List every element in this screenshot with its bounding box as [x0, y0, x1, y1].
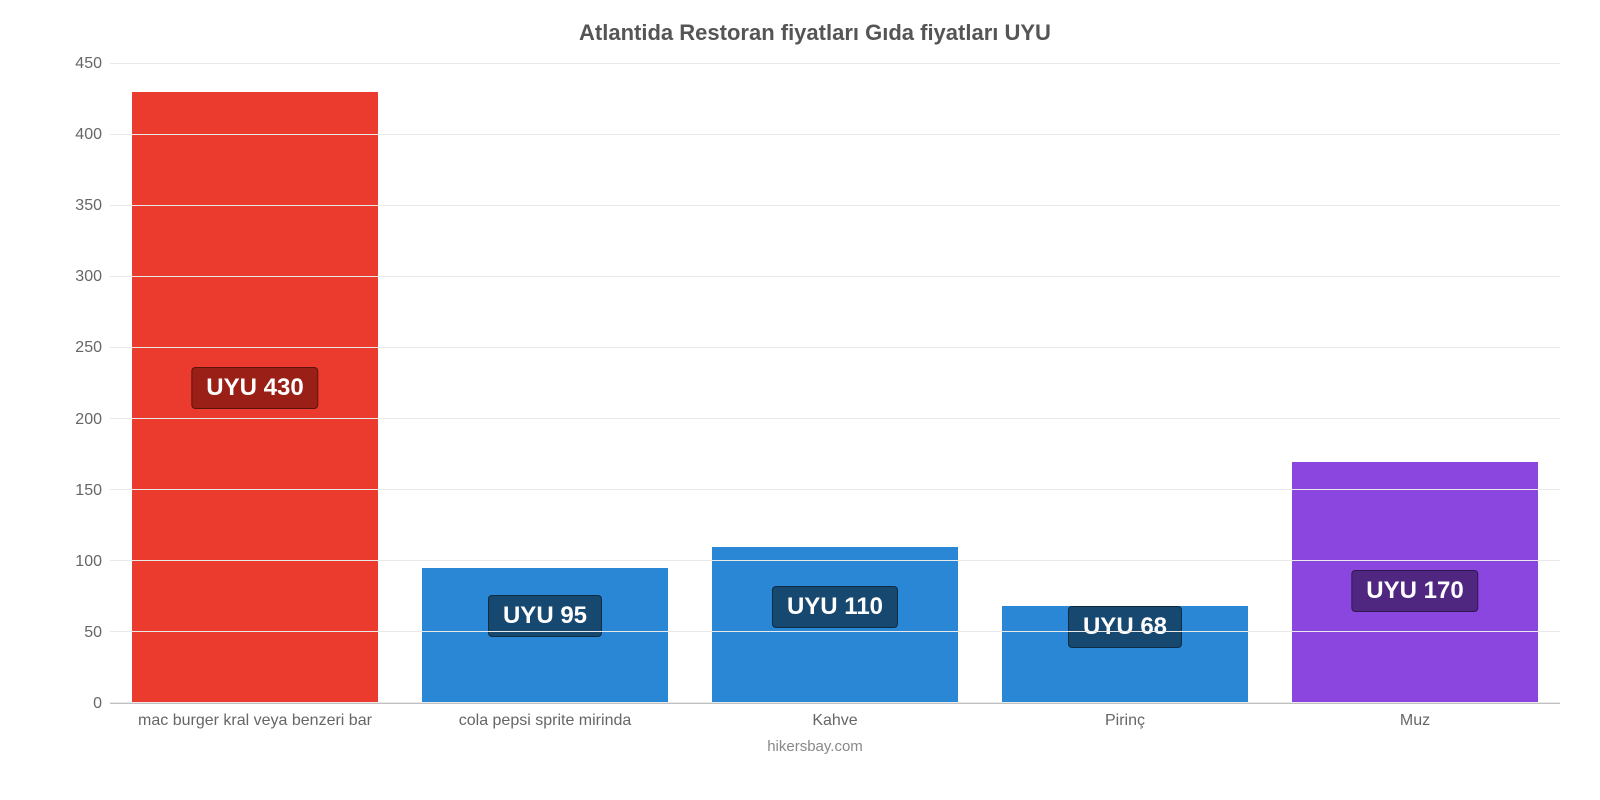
plot-outer: 050100150200250300350400450 UYU 430UYU 9…	[70, 64, 1560, 704]
y-axis: 050100150200250300350400450	[70, 64, 110, 704]
grid-line	[110, 631, 1560, 632]
chart-footer: hikersbay.com	[70, 738, 1560, 755]
bar-value-label: UYU 110	[772, 586, 898, 628]
x-tick-label: mac burger kral veya benzeri bar	[110, 712, 400, 730]
y-tick-label: 100	[75, 553, 102, 571]
bar: UYU 68	[1002, 606, 1249, 703]
plot-area: UYU 430 UYU 95 UYU 110 UYU 68 UYU 170	[110, 64, 1560, 704]
grid-line	[110, 560, 1560, 561]
y-tick-label: 50	[84, 624, 102, 642]
grid-line	[110, 134, 1560, 135]
bar: UYU 110	[712, 547, 959, 703]
grid-line	[110, 276, 1560, 277]
chart-title: Atlantida Restoran fiyatları Gıda fiyatl…	[70, 20, 1560, 46]
y-tick-label: 200	[75, 411, 102, 429]
y-tick-label: 350	[75, 197, 102, 215]
bar-value-label: UYU 430	[191, 367, 318, 409]
bar-value-label: UYU 170	[1351, 570, 1478, 612]
bar: UYU 430	[132, 92, 379, 703]
grid-line	[110, 63, 1560, 64]
x-tick-label: Muz	[1270, 712, 1560, 730]
grid-line	[110, 418, 1560, 419]
bar-value-label: UYU 68	[1068, 606, 1182, 648]
grid-line	[110, 205, 1560, 206]
x-tick-label: cola pepsi sprite mirinda	[400, 712, 690, 730]
y-tick-label: 250	[75, 339, 102, 357]
y-tick-label: 450	[75, 55, 102, 73]
grid-line	[110, 702, 1560, 703]
grid-line	[110, 489, 1560, 490]
y-tick-label: 300	[75, 268, 102, 286]
bar: UYU 95	[422, 568, 669, 703]
x-tick-label: Kahve	[690, 712, 980, 730]
grid-line	[110, 347, 1560, 348]
bar: UYU 170	[1292, 462, 1539, 703]
bar-slot: UYU 95	[400, 64, 690, 703]
x-axis: mac burger kral veya benzeri barcola pep…	[110, 712, 1560, 730]
bar-slot: UYU 170	[1270, 64, 1560, 703]
bar-chart: Atlantida Restoran fiyatları Gıda fiyatl…	[0, 0, 1600, 800]
bar-slot: UYU 110	[690, 64, 980, 703]
x-tick-label: Pirinç	[980, 712, 1270, 730]
y-tick-label: 150	[75, 482, 102, 500]
bar-slot: UYU 430	[110, 64, 400, 703]
bar-slot: UYU 68	[980, 64, 1270, 703]
y-tick-label: 0	[93, 695, 102, 713]
bars-row: UYU 430 UYU 95 UYU 110 UYU 68 UYU 170	[110, 64, 1560, 703]
y-tick-label: 400	[75, 126, 102, 144]
